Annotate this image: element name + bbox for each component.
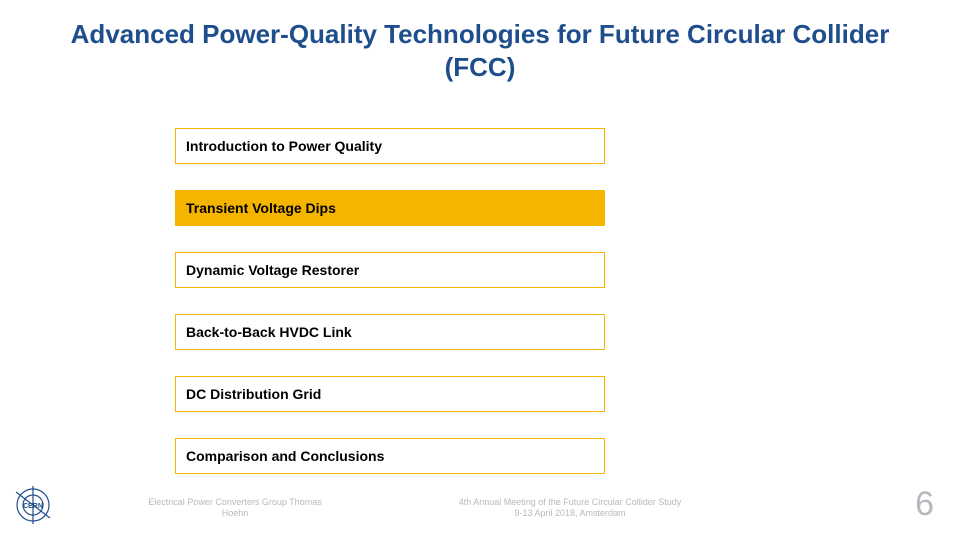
footer-event-line1: 4th Annual Meeting of the Future Circula… [459, 497, 682, 507]
outline-item-label: DC Distribution Grid [186, 386, 321, 402]
footer-author: Electrical Power Converters Group Thomas… [105, 497, 365, 520]
outline-list: Introduction to Power Quality Transient … [175, 128, 605, 500]
outline-item-label: Comparison and Conclusions [186, 448, 384, 464]
footer-author-line1: Electrical Power Converters Group Thomas [148, 497, 321, 507]
page-number: 6 [915, 485, 934, 524]
outline-item: Comparison and Conclusions [175, 438, 605, 474]
outline-item-label: Introduction to Power Quality [186, 138, 382, 154]
footer: CERN Electrical Power Converters Group T… [0, 482, 960, 528]
footer-event-line2: 9-13 April 2018, Amsterdam [514, 508, 625, 518]
outline-item: Transient Voltage Dips [175, 190, 605, 226]
cern-logo-icon: CERN [12, 484, 54, 526]
svg-text:CERN: CERN [23, 503, 43, 510]
footer-author-line2: Hoehn [222, 508, 249, 518]
outline-item-label: Dynamic Voltage Restorer [186, 262, 359, 278]
outline-item: Dynamic Voltage Restorer [175, 252, 605, 288]
outline-item: Introduction to Power Quality [175, 128, 605, 164]
outline-item-label: Back-to-Back HVDC Link [186, 324, 352, 340]
outline-item-label: Transient Voltage Dips [186, 200, 336, 216]
outline-item: Back-to-Back HVDC Link [175, 314, 605, 350]
slide: Advanced Power-Quality Technologies for … [0, 0, 960, 540]
slide-title: Advanced Power-Quality Technologies for … [0, 18, 960, 83]
footer-event: 4th Annual Meeting of the Future Circula… [410, 497, 730, 520]
outline-item: DC Distribution Grid [175, 376, 605, 412]
